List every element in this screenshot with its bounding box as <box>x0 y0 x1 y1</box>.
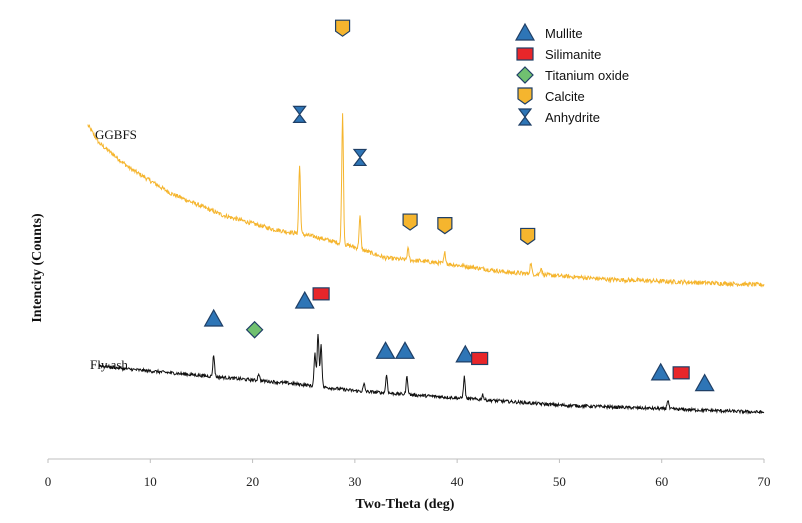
legend-marker-calcite <box>517 87 533 105</box>
phase-marker-silimanite <box>672 366 690 380</box>
series-label-ggbfs: GGBFS <box>95 127 137 142</box>
legend-label-calcite: Calcite <box>545 89 585 104</box>
phase-marker-mullite <box>375 341 396 359</box>
legend-marker-silimanite <box>516 47 534 61</box>
x-tick-label-60: 60 <box>655 474 668 489</box>
phase-marker-mullite <box>455 344 476 363</box>
series-line-ggbfs <box>87 113 765 288</box>
phase-marker-mullite <box>650 362 671 381</box>
phase-marker-titanium-oxide <box>245 320 264 339</box>
phase-marker-silimanite <box>312 287 330 301</box>
x-axis-title: Two-Theta (deg) <box>356 497 455 512</box>
phase-marker-calcite <box>520 227 536 246</box>
phase-marker-mullite <box>694 373 715 392</box>
y-axis-title: Intencity (Counts) <box>30 213 45 323</box>
legend-label-anhydrite: Anhydrite <box>545 110 600 125</box>
series-line-fly-ash <box>98 333 765 415</box>
legend-label-titanium-oxide: Titanium oxide <box>545 68 629 83</box>
legend-marker-titanium-oxide <box>516 66 534 84</box>
x-tick-label-30: 30 <box>348 474 361 489</box>
phase-marker-mullite <box>394 341 416 359</box>
phase-marker-mullite <box>203 308 224 327</box>
x-tick-label-10: 10 <box>144 474 157 489</box>
phase-marker-silimanite <box>471 351 489 366</box>
legend-marker-anhydrite <box>517 108 533 126</box>
phase-marker-anhydrite <box>352 148 368 167</box>
legend-marker-mullite <box>514 22 536 41</box>
legend-label-silimanite: Silimanite <box>545 47 601 62</box>
phase-marker-calcite <box>437 217 453 235</box>
x-tick-label-20: 20 <box>246 474 259 489</box>
phase-marker-calcite <box>334 19 351 37</box>
series-label-fly-ash: Fly ash <box>90 357 128 372</box>
x-tick-label-70: 70 <box>758 474 771 489</box>
x-tick-label-40: 40 <box>451 474 464 489</box>
phase-marker-mullite <box>294 290 315 309</box>
x-tick-label-0: 0 <box>45 474 52 489</box>
legend-label-mullite: Mullite <box>545 26 583 41</box>
x-tick-label-50: 50 <box>553 474 566 489</box>
legend: Mullite Silimanite Titanium oxide Calcite An… <box>514 22 629 126</box>
phase-marker-anhydrite <box>292 105 307 123</box>
phase-marker-calcite <box>402 213 418 231</box>
